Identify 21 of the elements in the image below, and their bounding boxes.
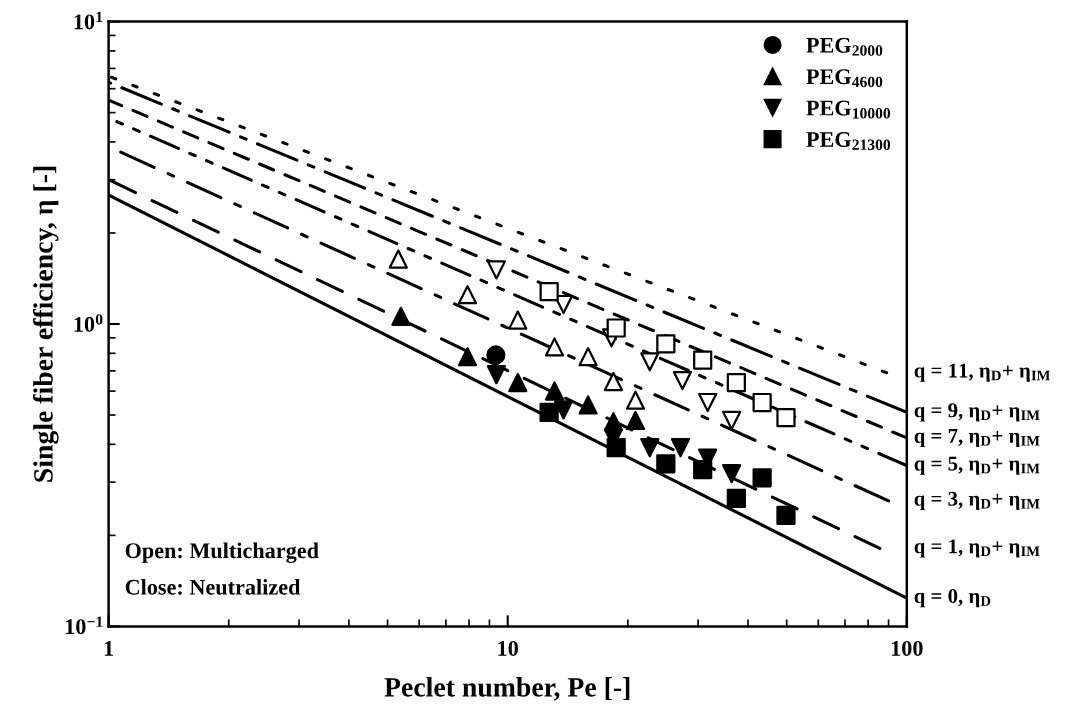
series-label: q = 1, η$_{D}$+ η$_{IM}$: [914, 539, 1040, 558]
y-tick-label: 10$^{−1}$: [65, 616, 103, 635]
legend-label: PEG$_{4600}$: [806, 69, 883, 88]
y-axis-title: Single fiber efficiency, η [-]: [32, 166, 59, 482]
series-label: q = 9, η$_{D}$+ η$_{IM}$: [914, 403, 1040, 422]
legend-label: PEG$_{21300}$: [806, 132, 891, 150]
y-tick-label: 10$^{0}$: [74, 314, 103, 332]
x-axis-title: Peclet number, Pe [-]: [384, 677, 630, 701]
x-tick-label: 100: [891, 640, 923, 656]
x-tick-label: 10: [498, 640, 518, 656]
y-tick-label: 10$^{1}$: [74, 11, 103, 30]
x-tick-label: 1: [104, 641, 114, 656]
series-label: q = 11, η$_{D}$+ η$_{IM}$: [914, 363, 1050, 382]
series-label: q = 3, η$_{D}$+ η$_{IM}$: [914, 491, 1040, 511]
annotation: Close: Neutralized: [125, 579, 301, 595]
legend-label: PEG$_{10000}$: [806, 100, 891, 119]
legend-label: PEG$_{2000}$: [806, 37, 883, 56]
series-label: q = 0, η$_{D}$: [914, 589, 991, 608]
series-label: q = 7, η$_{D}$+ η$_{IM}$: [914, 429, 1040, 448]
series-label: q = 5, η$_{D}$+ η$_{IM}$: [914, 456, 1040, 475]
annotation: Open: Multicharged: [125, 542, 319, 563]
